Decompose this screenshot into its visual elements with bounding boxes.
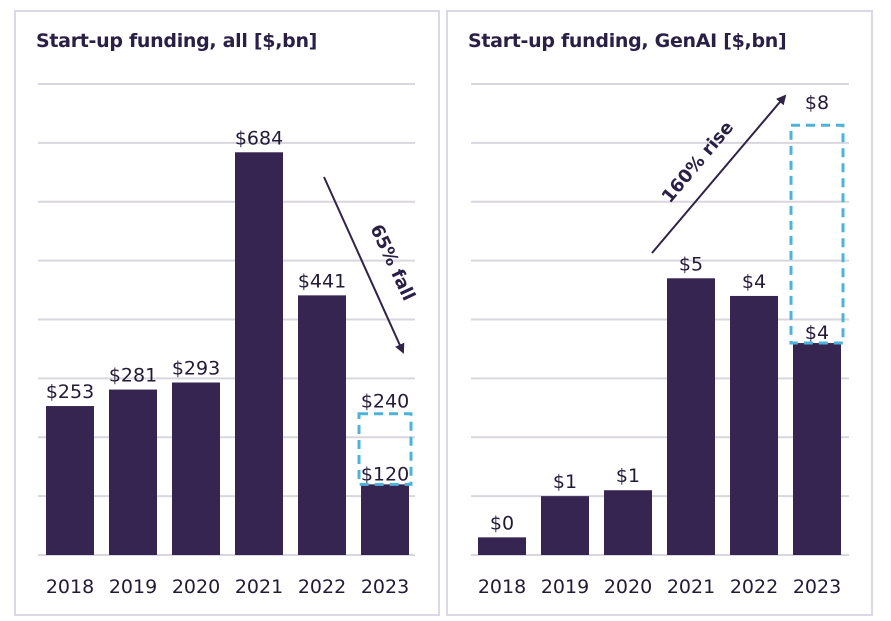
projection-label: $8 bbox=[805, 92, 829, 114]
bar-2018 bbox=[46, 406, 94, 555]
x-tick-label: 2022 bbox=[298, 576, 346, 598]
bar-2019 bbox=[109, 389, 157, 555]
chart-title: Start-up funding, all [$,bn] bbox=[36, 30, 318, 52]
data-label: $1 bbox=[553, 471, 577, 493]
chart-genai-funding: 2018 $0 2019 $1 2020 $1 2021 $5 2022 $4 2023 $4 $8 16… bbox=[471, 83, 849, 598]
x-tick-label: 2021 bbox=[235, 576, 283, 598]
bar-2023 bbox=[361, 484, 409, 555]
x-tick-label: 2020 bbox=[172, 576, 220, 598]
bar-2019 bbox=[541, 496, 589, 555]
data-label: $253 bbox=[46, 381, 94, 403]
x-tick-label: 2023 bbox=[793, 576, 841, 598]
bar-2022 bbox=[730, 295, 778, 555]
data-label: $5 bbox=[679, 253, 703, 275]
x-tick-label: 2019 bbox=[541, 576, 589, 598]
chart-all-funding: 2018 $253 2019 $281 2020 $293 2021 $684 2022 $441… bbox=[38, 83, 419, 598]
x-tick-label: 2022 bbox=[730, 576, 778, 598]
x-tick-label: 2019 bbox=[109, 576, 157, 598]
bar-2023 bbox=[793, 343, 841, 555]
data-label: $0 bbox=[490, 512, 514, 534]
bar-2020 bbox=[604, 490, 652, 555]
x-tick-label: 2020 bbox=[604, 576, 652, 598]
bar-2018 bbox=[478, 537, 526, 555]
data-label: $120 bbox=[361, 463, 409, 485]
trend-arrow bbox=[651, 94, 787, 254]
x-tick-label: 2021 bbox=[667, 576, 715, 598]
bar-2022 bbox=[298, 295, 346, 555]
projection-box bbox=[789, 123, 845, 345]
trend-arrow bbox=[323, 176, 405, 354]
bar-2021 bbox=[667, 278, 715, 555]
data-label: $1 bbox=[616, 465, 640, 487]
bar-2021 bbox=[235, 152, 283, 556]
chart-title: Start-up funding, GenAI [$,bn] bbox=[468, 30, 787, 52]
data-label: $441 bbox=[298, 270, 346, 292]
annotation-label: 65% fall bbox=[365, 221, 419, 304]
data-label: $4 bbox=[805, 322, 829, 344]
x-tick-label: 2018 bbox=[46, 576, 94, 598]
annotation-label: 160% rise bbox=[658, 117, 738, 207]
data-label: $4 bbox=[742, 271, 766, 293]
bar-2020 bbox=[172, 382, 220, 555]
data-label: $281 bbox=[109, 365, 157, 387]
data-label: $293 bbox=[172, 357, 220, 379]
projection-label: $240 bbox=[361, 391, 409, 413]
x-tick-label: 2023 bbox=[361, 576, 409, 598]
x-tick-label: 2018 bbox=[478, 576, 526, 598]
data-label: $684 bbox=[235, 127, 283, 149]
